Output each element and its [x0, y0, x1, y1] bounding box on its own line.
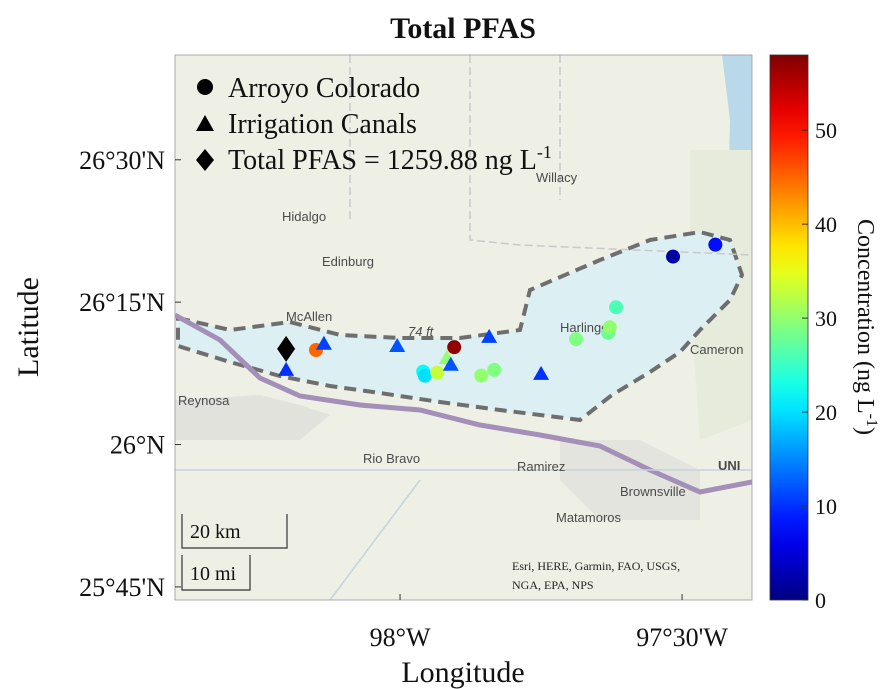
y-tick-label: 26°30'N	[79, 146, 165, 175]
sample-point	[666, 250, 680, 264]
y-axis-label: Latitude	[12, 277, 45, 377]
place-label: Brownsville	[620, 484, 686, 499]
attribution: NGA, EPA, NPS	[512, 578, 594, 592]
sample-point	[708, 238, 722, 252]
colorbar-tick-label: 40	[815, 212, 837, 237]
colorbar-tick-label: 10	[815, 494, 837, 519]
place-label: McAllen	[286, 309, 332, 324]
legend-label: Total PFAS = 1259.88 ng L-1	[228, 142, 552, 176]
y-tick-label: 25°45'N	[79, 573, 165, 602]
place-label: Reynosa	[178, 393, 230, 408]
legend-text: Total PFAS = 1259.88 ng L	[228, 145, 537, 176]
sample-point	[487, 363, 501, 377]
place-label: 74 ft	[408, 324, 435, 339]
colorbar	[770, 55, 808, 600]
attribution: Esri, HERE, Garmin, FAO, USGS,	[512, 559, 680, 573]
scale-label: 20 km	[190, 521, 241, 543]
colorbar-label-text: Concentration (ng L	[852, 219, 878, 414]
place-label: Matamoros	[556, 510, 622, 525]
legend-sup: -1	[537, 142, 552, 162]
legend-label: Irrigation Canals	[228, 109, 417, 140]
place-label: Cameron	[690, 342, 743, 357]
x-tick-label: 98°W	[370, 623, 431, 652]
colorbar-tick-label: 20	[815, 400, 837, 425]
sample-point	[430, 366, 444, 380]
colorbar-label-sup: -1	[863, 414, 880, 427]
colorbar-tick-label: 0	[815, 588, 826, 613]
colorbar-label-end: )	[852, 427, 878, 435]
sample-point	[569, 332, 583, 346]
colorbar-tick-label: 50	[815, 118, 837, 143]
colorbar-label: Concentration (ng L-1)	[852, 219, 880, 435]
sample-point	[447, 340, 461, 354]
place-label: Willacy	[536, 170, 578, 185]
place-label: Hidalgo	[282, 209, 326, 224]
y-tick-label: 26°N	[110, 431, 165, 460]
place-label: Rio Bravo	[363, 451, 420, 466]
chart-title: Total PFAS	[390, 12, 536, 45]
x-axis-label: Longitude	[401, 656, 524, 689]
place-label: Ramirez	[517, 459, 565, 474]
sample-point	[603, 320, 617, 334]
scale-label: 10 mi	[190, 563, 237, 585]
sample-point	[609, 300, 623, 314]
place-label: Edinburg	[322, 254, 374, 269]
y-tick-label: 26°15'N	[79, 288, 165, 317]
map-figure: Hidalgo Edinburg McAllen Reynosa Rio Bra…	[0, 0, 888, 689]
x-tick-label: 97°30'W	[636, 623, 728, 652]
legend-label: Arroyo Colorado	[228, 73, 420, 104]
sample-point	[474, 369, 488, 383]
place-label: UNI	[718, 458, 740, 473]
colorbar-tick-label: 30	[815, 306, 837, 331]
sample-point	[418, 369, 432, 383]
